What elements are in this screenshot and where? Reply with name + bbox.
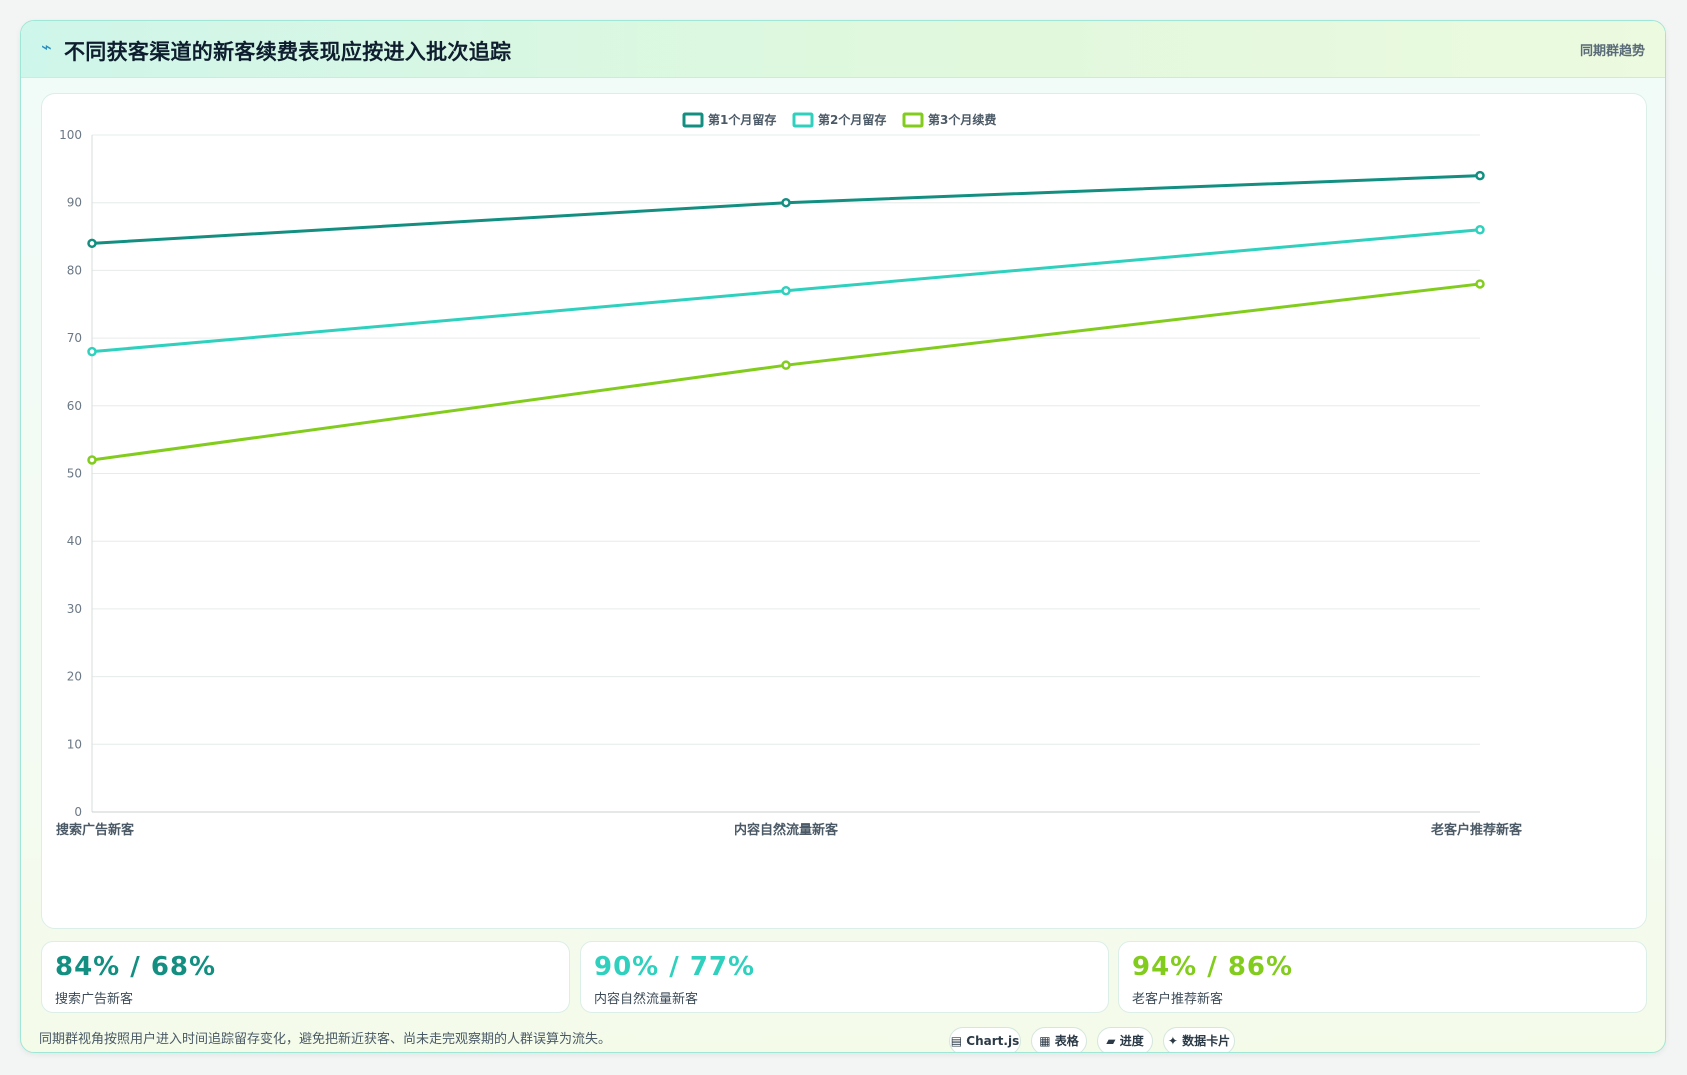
- y-tick-label: 90: [67, 196, 82, 210]
- legend-label: 第2个月留存: [818, 112, 886, 127]
- y-tick-label: 100: [59, 128, 82, 142]
- data-point: [87, 346, 97, 357]
- stat-label: 老客户推荐新客: [1132, 992, 1224, 1007]
- data-point: [87, 455, 97, 465]
- stat-card: 84% / 68% 搜索广告新客: [41, 941, 570, 1013]
- trend-icon: ⌁: [41, 37, 52, 58]
- series-line: [91, 174, 1481, 245]
- y-tick-label: 20: [67, 670, 82, 684]
- legend-label: 第3个月续费: [928, 112, 996, 127]
- chart-panel: 0 10 20 30 40 50 60 70 80 90 100 搜索广告新客 内容自然流量新客 老客户推…: [41, 93, 1647, 929]
- data-point: [1475, 279, 1485, 289]
- header-tag: 同期群趋势: [1579, 44, 1645, 59]
- page-title: 不同获客渠道的新客续费表现应按进入批次追踪: [64, 40, 512, 64]
- data-point: [1475, 225, 1485, 235]
- series-line: [91, 282, 1481, 462]
- data-point: [781, 360, 791, 370]
- y-tick-label: 60: [67, 399, 82, 413]
- chip-table[interactable]: ▦ 表格: [1031, 1027, 1087, 1052]
- legend-swatch: [792, 112, 814, 128]
- chip-chartjs[interactable]: ▤ Chart.js: [949, 1027, 1021, 1052]
- y-tick-label: 50: [67, 467, 82, 481]
- legend-label: 第1个月留存: [708, 112, 776, 127]
- card-header: ⌁ 不同获客渠道的新客续费表现应按进入批次追踪 同期群趋势: [21, 21, 1665, 78]
- data-point: [781, 285, 791, 296]
- data-point: [1475, 170, 1485, 181]
- x-tick-label: 搜索广告新客: [56, 822, 135, 838]
- stat-card: 90% / 77% 内容自然流量新客: [580, 941, 1109, 1013]
- data-point: [781, 197, 791, 208]
- stat-value: 94% / 86%: [1132, 952, 1294, 982]
- stat-label: 内容自然流量新客: [594, 992, 699, 1007]
- stat-card: 94% / 86% 老客户推荐新客: [1118, 941, 1647, 1013]
- stat-label: 搜索广告新客: [55, 992, 134, 1007]
- y-tick-label: 30: [67, 602, 82, 616]
- footer-note: 同期群视角按照用户进入时间追踪留存变化，避免把新近获客、尚未走完观察期的人群误算…: [39, 1032, 612, 1047]
- y-tick-label: 0: [74, 805, 82, 819]
- y-tick-label: 40: [67, 534, 82, 548]
- stat-value: 90% / 77%: [594, 952, 756, 982]
- x-tick-label: 老客户推荐新客: [1430, 822, 1523, 838]
- stat-cards: 84% / 68% 搜索广告新客 90% / 77% 内容自然流量新客 94% …: [41, 941, 1647, 1013]
- dashboard-card: ⌁ 不同获客渠道的新客续费表现应按进入批次追踪 同期群趋势 0 10 20 30 40 5…: [20, 20, 1666, 1053]
- x-tick-label: 内容自然流量新客: [734, 822, 839, 838]
- chip-progress[interactable]: ▰ 进度: [1097, 1027, 1153, 1052]
- data-point: [87, 238, 97, 249]
- legend-swatch: [902, 112, 924, 128]
- stat-value: 84% / 68%: [55, 952, 217, 982]
- line-chart: 0 10 20 30 40 50 60 70 80 90 100 搜索广告新客 内容自然流量新客 老客户推…: [56, 112, 1523, 838]
- y-tick-label: 10: [67, 737, 82, 751]
- chip-data-card[interactable]: ✦ 数据卡片: [1163, 1027, 1235, 1052]
- y-tick-label: 70: [67, 331, 82, 345]
- y-tick-label: 80: [67, 263, 82, 277]
- legend-swatch: [682, 112, 704, 128]
